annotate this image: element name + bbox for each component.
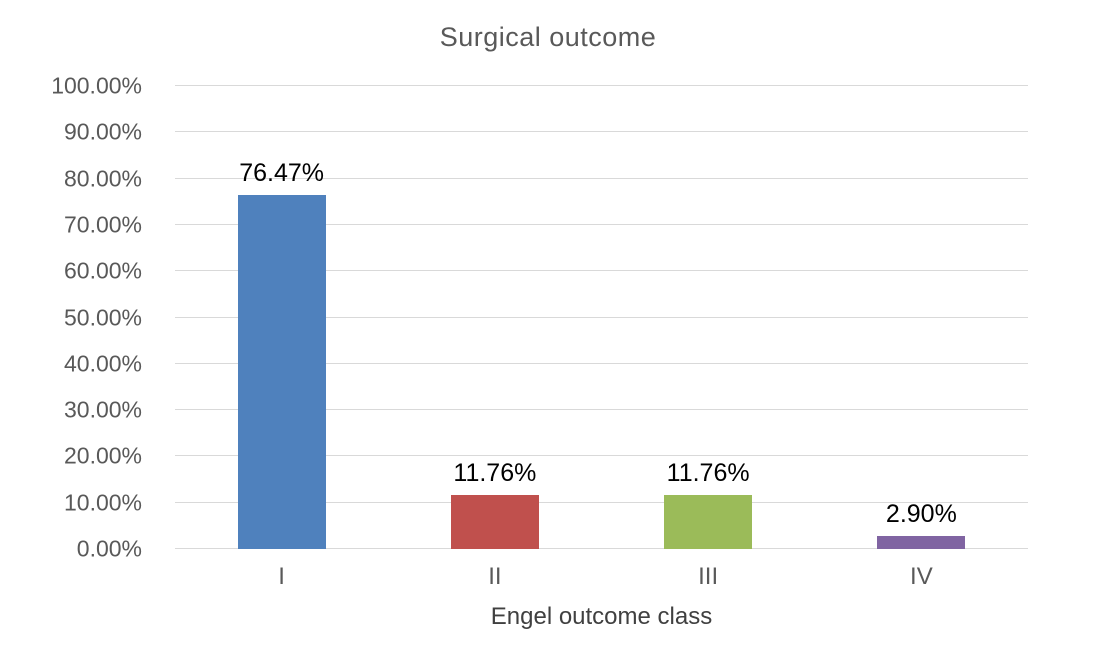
gridline-50.00% [175, 316, 1028, 318]
y-tick-label: 90.00% [63, 118, 142, 145]
gridline-30.00% [175, 409, 1028, 411]
y-tick-label: 30.00% [63, 396, 142, 423]
data-label-IV: 2.90% [885, 499, 957, 528]
x-tick-label-III: III [698, 563, 719, 590]
data-label-I: 76.47% [239, 158, 325, 187]
x-tick-label-IV: IV [910, 563, 933, 590]
data-label-III: 11.76% [666, 458, 750, 487]
y-tick-label: 60.00% [63, 257, 142, 284]
x-tick-label-I: I [278, 563, 285, 590]
bar-IV [877, 535, 966, 549]
gridline-60.00% [175, 270, 1028, 272]
chart-title: Surgical outcome [439, 22, 657, 52]
y-axis: 0.00% 10.00% 20.00% 30.00% 40.00% 50.00% 60.00… [0, 73, 160, 562]
y-tick-label: 70.00% [63, 211, 142, 238]
y-tick-label: 10.00% [63, 489, 142, 516]
gridline-100.00% [175, 85, 1028, 86]
x-tick-label-II: II [488, 563, 502, 590]
data-label-II: 11.76% [453, 458, 537, 487]
bar-I [237, 194, 326, 549]
gridline-20.00% [175, 455, 1028, 457]
y-tick-label: 50.00% [63, 304, 142, 330]
x-axis-title: Engel outcome class [490, 603, 713, 630]
y-tick-label: 80.00% [63, 165, 142, 192]
x-axis: I II III IV [175, 563, 1028, 597]
gridline-0.00% [175, 548, 1028, 549]
gridline-10.00% [175, 501, 1028, 503]
gridline-70.00% [175, 223, 1028, 225]
bar-III [664, 494, 753, 549]
y-tick-label: 0.00% [76, 535, 142, 562]
plot-area: 76.47% 11.76% 11.76% 2.90% [175, 85, 1028, 549]
y-tick-label: 40.00% [63, 350, 142, 377]
y-tick-label: 100.00% [51, 72, 142, 99]
gridline-80.00% [175, 177, 1028, 179]
gridline-40.00% [175, 362, 1028, 364]
bar-II [450, 494, 539, 549]
gridline-90.00% [175, 131, 1028, 133]
y-tick-label: 20.00% [63, 442, 142, 469]
